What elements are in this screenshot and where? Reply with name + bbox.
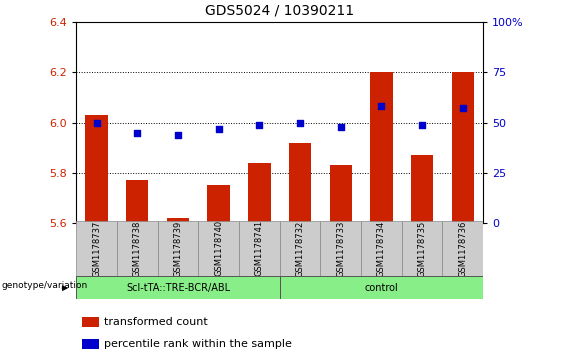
Bar xyxy=(82,317,99,327)
Text: transformed count: transformed count xyxy=(104,317,208,327)
Point xyxy=(214,126,223,131)
Bar xyxy=(85,115,108,223)
Bar xyxy=(198,221,239,278)
Text: GSM1178740: GSM1178740 xyxy=(214,220,223,277)
Bar xyxy=(320,221,361,278)
Point xyxy=(295,119,305,125)
Bar xyxy=(442,221,483,278)
Point xyxy=(255,122,264,127)
Point xyxy=(173,132,182,138)
Bar xyxy=(239,221,280,278)
Text: GSM1178741: GSM1178741 xyxy=(255,220,264,277)
Title: GDS5024 / 10390211: GDS5024 / 10390211 xyxy=(205,4,354,18)
Text: GSM1178737: GSM1178737 xyxy=(92,220,101,277)
Bar xyxy=(76,221,117,278)
Text: GSM1178732: GSM1178732 xyxy=(295,220,305,277)
Point xyxy=(458,106,467,111)
Bar xyxy=(76,276,280,299)
Point xyxy=(133,130,142,135)
Text: Scl-tTA::TRE-BCR/ABL: Scl-tTA::TRE-BCR/ABL xyxy=(126,283,230,293)
Text: control: control xyxy=(364,283,398,293)
Bar xyxy=(167,218,189,223)
Bar xyxy=(411,155,433,223)
Text: GSM1178739: GSM1178739 xyxy=(173,220,182,277)
Text: GSM1178736: GSM1178736 xyxy=(458,220,467,277)
Bar xyxy=(370,72,393,223)
Text: GSM1178733: GSM1178733 xyxy=(336,220,345,277)
Text: percentile rank within the sample: percentile rank within the sample xyxy=(104,339,292,349)
Bar xyxy=(289,143,311,223)
Text: genotype/variation: genotype/variation xyxy=(2,281,88,290)
Point xyxy=(418,122,427,127)
Bar xyxy=(361,221,402,278)
Text: GSM1178738: GSM1178738 xyxy=(133,220,142,277)
Bar xyxy=(117,221,158,278)
Bar xyxy=(329,165,352,223)
Bar xyxy=(158,221,198,278)
Bar xyxy=(207,185,230,223)
Bar xyxy=(280,276,483,299)
Bar xyxy=(248,163,271,223)
Bar xyxy=(126,180,149,223)
Bar xyxy=(451,72,474,223)
Point xyxy=(336,124,345,130)
Bar xyxy=(280,221,320,278)
Point xyxy=(92,119,101,125)
Text: GSM1178735: GSM1178735 xyxy=(418,220,427,277)
Text: GSM1178734: GSM1178734 xyxy=(377,220,386,277)
Point xyxy=(377,103,386,109)
Bar xyxy=(402,221,442,278)
Bar xyxy=(82,339,99,349)
